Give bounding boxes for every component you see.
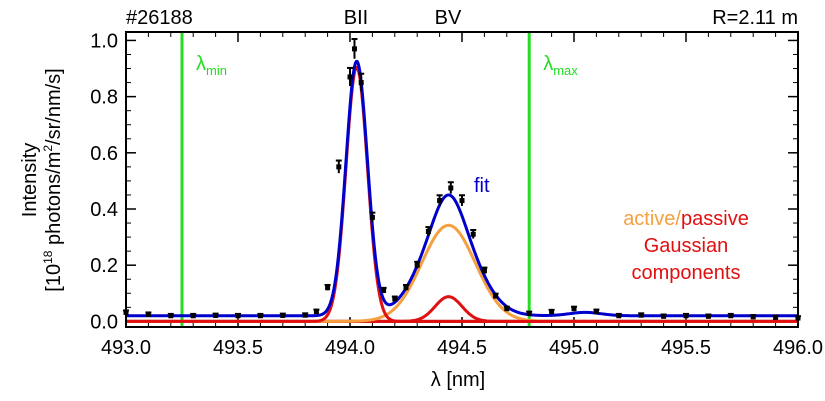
data-point [728, 313, 734, 319]
x-tick-label: 495.5 [661, 337, 711, 359]
data-point [504, 306, 510, 312]
x-tick-label: 493.0 [101, 337, 151, 359]
data-point [661, 313, 667, 319]
data-point [470, 231, 476, 237]
y-axis-title: Intensity [1018 photons/m2/sr/nm/s] [19, 68, 65, 291]
data-point [280, 312, 286, 318]
radius-label: R=2.11 m [712, 7, 798, 29]
plot-frame [125, 31, 799, 328]
data-point [448, 185, 454, 191]
data-point [459, 198, 465, 204]
data-point [526, 311, 532, 317]
fit-annotation: fit [474, 175, 490, 197]
data-point [773, 314, 779, 320]
y-tick-label: 1.0 [90, 30, 118, 52]
data-point [425, 228, 431, 234]
x-tick-label: 495.0 [549, 337, 599, 359]
limit-label-min: λmin [196, 53, 227, 78]
x-axis-label: λ [nm] [431, 369, 485, 391]
x-tick-label: 494.5 [437, 337, 487, 359]
y-tick-label: 0.8 [90, 87, 118, 109]
data-point [414, 262, 420, 268]
bii-curve [125, 65, 799, 323]
data-point [190, 313, 196, 319]
y-axis-label-line2: [1018 photons/m2/sr/nm/s] [41, 68, 65, 291]
x-tick-label: 493.5 [213, 337, 263, 359]
limit-label-max: λmax [543, 53, 578, 78]
y-tick-labels: 0.0 0.2 0.4 0.6 0.8 1.0 [90, 30, 118, 333]
data-point [705, 313, 711, 319]
data-point [358, 80, 364, 86]
data-point [750, 314, 756, 320]
y-tick-label: 0.6 [90, 143, 118, 165]
data-point [145, 311, 151, 317]
data-point [437, 198, 443, 204]
data-point [593, 309, 599, 315]
components-annotation-line3: components [632, 262, 741, 284]
data-point [313, 309, 319, 315]
data-point [325, 285, 331, 291]
data-point [168, 313, 174, 319]
data-point [351, 46, 357, 52]
data-point [481, 268, 487, 274]
data-point [403, 285, 409, 291]
data-point [571, 306, 577, 312]
peak-label-bii: BII [344, 7, 368, 29]
data-point [381, 287, 387, 293]
x-tick-labels: 493.0 493.5 494.0 494.5 495.0 495.5 496.0 [101, 337, 823, 359]
shot-number: #26188 [126, 7, 193, 29]
peak-label-bv: BV [435, 7, 462, 29]
y-axis-label-line1: Intensity [19, 143, 41, 217]
data-point [549, 309, 555, 315]
y-tick-label: 0.0 [90, 311, 118, 333]
data-point [616, 313, 622, 319]
components-annotation-line2: Gaussian [644, 235, 729, 257]
data-point [638, 312, 644, 318]
data-point [302, 312, 308, 318]
y-tick-label: 0.2 [90, 255, 118, 277]
wavelength-limits: λmin λmax [180, 32, 578, 327]
data-point [347, 74, 353, 80]
data-point [683, 313, 689, 319]
data-point [392, 296, 398, 302]
data-point [336, 164, 342, 170]
data-point [369, 214, 375, 220]
x-tick-label: 494.0 [325, 337, 375, 359]
data-point [493, 293, 499, 299]
x-tick-label: 496.0 [773, 337, 823, 359]
data-point [213, 312, 219, 318]
data-point [235, 313, 241, 319]
data-point [257, 313, 263, 319]
y-tick-label: 0.4 [90, 199, 118, 221]
components-annotation-line1: active/passive [623, 208, 749, 230]
